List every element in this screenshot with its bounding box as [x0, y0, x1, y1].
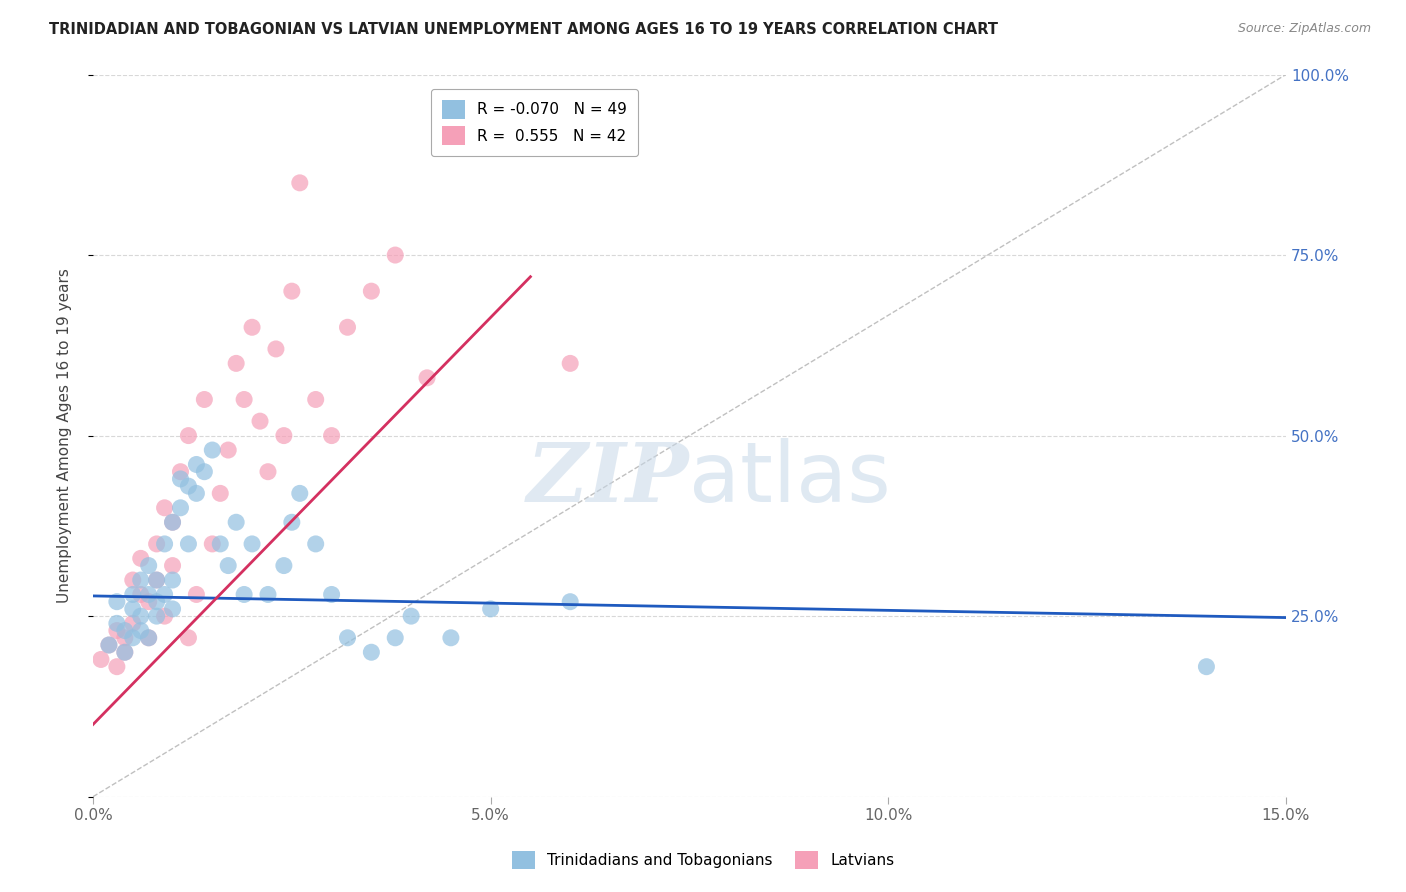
Point: [360, 645, 382, 659]
Point: [169, 472, 191, 486]
Point: [169, 465, 191, 479]
Point: [193, 465, 215, 479]
Point: [121, 573, 143, 587]
Point: [233, 392, 256, 407]
Point: [560, 356, 582, 370]
Point: [193, 392, 215, 407]
Point: [257, 465, 280, 479]
Point: [145, 537, 167, 551]
Point: [288, 176, 311, 190]
Point: [305, 537, 328, 551]
Point: [177, 631, 200, 645]
Point: [145, 573, 167, 587]
Point: [273, 558, 295, 573]
Text: TRINIDADIAN AND TOBAGONIAN VS LATVIAN UNEMPLOYMENT AMONG AGES 16 TO 19 YEARS COR: TRINIDADIAN AND TOBAGONIAN VS LATVIAN UN…: [49, 22, 998, 37]
Point: [153, 587, 176, 601]
Point: [114, 624, 136, 638]
Point: [217, 443, 239, 458]
Point: [336, 320, 359, 334]
Point: [129, 587, 152, 601]
Point: [288, 486, 311, 500]
Legend: Trinidadians and Tobagonians, Latvians: Trinidadians and Tobagonians, Latvians: [506, 845, 900, 875]
Point: [90, 652, 112, 666]
Point: [129, 573, 152, 587]
Point: [138, 631, 160, 645]
Point: [162, 602, 184, 616]
Point: [233, 587, 256, 601]
Point: [177, 428, 200, 442]
Point: [129, 624, 152, 638]
Point: [114, 645, 136, 659]
Point: [305, 392, 328, 407]
Point: [209, 537, 232, 551]
Point: [129, 609, 152, 624]
Point: [399, 609, 422, 624]
Point: [153, 537, 176, 551]
Point: [384, 248, 406, 262]
Point: [416, 371, 439, 385]
Point: [281, 284, 304, 298]
Point: [240, 537, 263, 551]
Point: [201, 443, 224, 458]
Point: [114, 631, 136, 645]
Point: [162, 515, 184, 529]
Point: [321, 428, 343, 442]
Point: [201, 537, 224, 551]
Point: [186, 587, 208, 601]
Point: [225, 356, 247, 370]
Text: atlas: atlas: [689, 439, 891, 519]
Point: [336, 631, 359, 645]
Point: [177, 479, 200, 493]
Point: [153, 500, 176, 515]
Legend: R = -0.070   N = 49, R =  0.555   N = 42: R = -0.070 N = 49, R = 0.555 N = 42: [432, 89, 637, 156]
Point: [121, 587, 143, 601]
Point: [249, 414, 271, 428]
Point: [129, 551, 152, 566]
Point: [145, 595, 167, 609]
Point: [97, 638, 120, 652]
Point: [186, 458, 208, 472]
Point: [114, 645, 136, 659]
Point: [138, 587, 160, 601]
Point: [138, 631, 160, 645]
Point: [479, 602, 502, 616]
Point: [138, 558, 160, 573]
Point: [360, 284, 382, 298]
Point: [105, 659, 128, 673]
Point: [145, 609, 167, 624]
Point: [105, 595, 128, 609]
Point: [153, 609, 176, 624]
Point: [162, 558, 184, 573]
Point: [97, 638, 120, 652]
Point: [384, 631, 406, 645]
Point: [217, 558, 239, 573]
Point: [186, 486, 208, 500]
Point: [121, 631, 143, 645]
Point: [240, 320, 263, 334]
Point: [209, 486, 232, 500]
Point: [145, 573, 167, 587]
Point: [177, 537, 200, 551]
Point: [1195, 659, 1218, 673]
Point: [281, 515, 304, 529]
Point: [121, 602, 143, 616]
Point: [162, 573, 184, 587]
Point: [264, 342, 287, 356]
Point: [105, 624, 128, 638]
Text: Source: ZipAtlas.com: Source: ZipAtlas.com: [1237, 22, 1371, 36]
Y-axis label: Unemployment Among Ages 16 to 19 years: Unemployment Among Ages 16 to 19 years: [58, 268, 72, 603]
Point: [138, 595, 160, 609]
Text: ZIP: ZIP: [527, 439, 689, 519]
Point: [560, 595, 582, 609]
Point: [162, 515, 184, 529]
Point: [321, 587, 343, 601]
Point: [273, 428, 295, 442]
Point: [121, 616, 143, 631]
Point: [105, 616, 128, 631]
Point: [440, 631, 463, 645]
Point: [169, 500, 191, 515]
Point: [225, 515, 247, 529]
Point: [257, 587, 280, 601]
